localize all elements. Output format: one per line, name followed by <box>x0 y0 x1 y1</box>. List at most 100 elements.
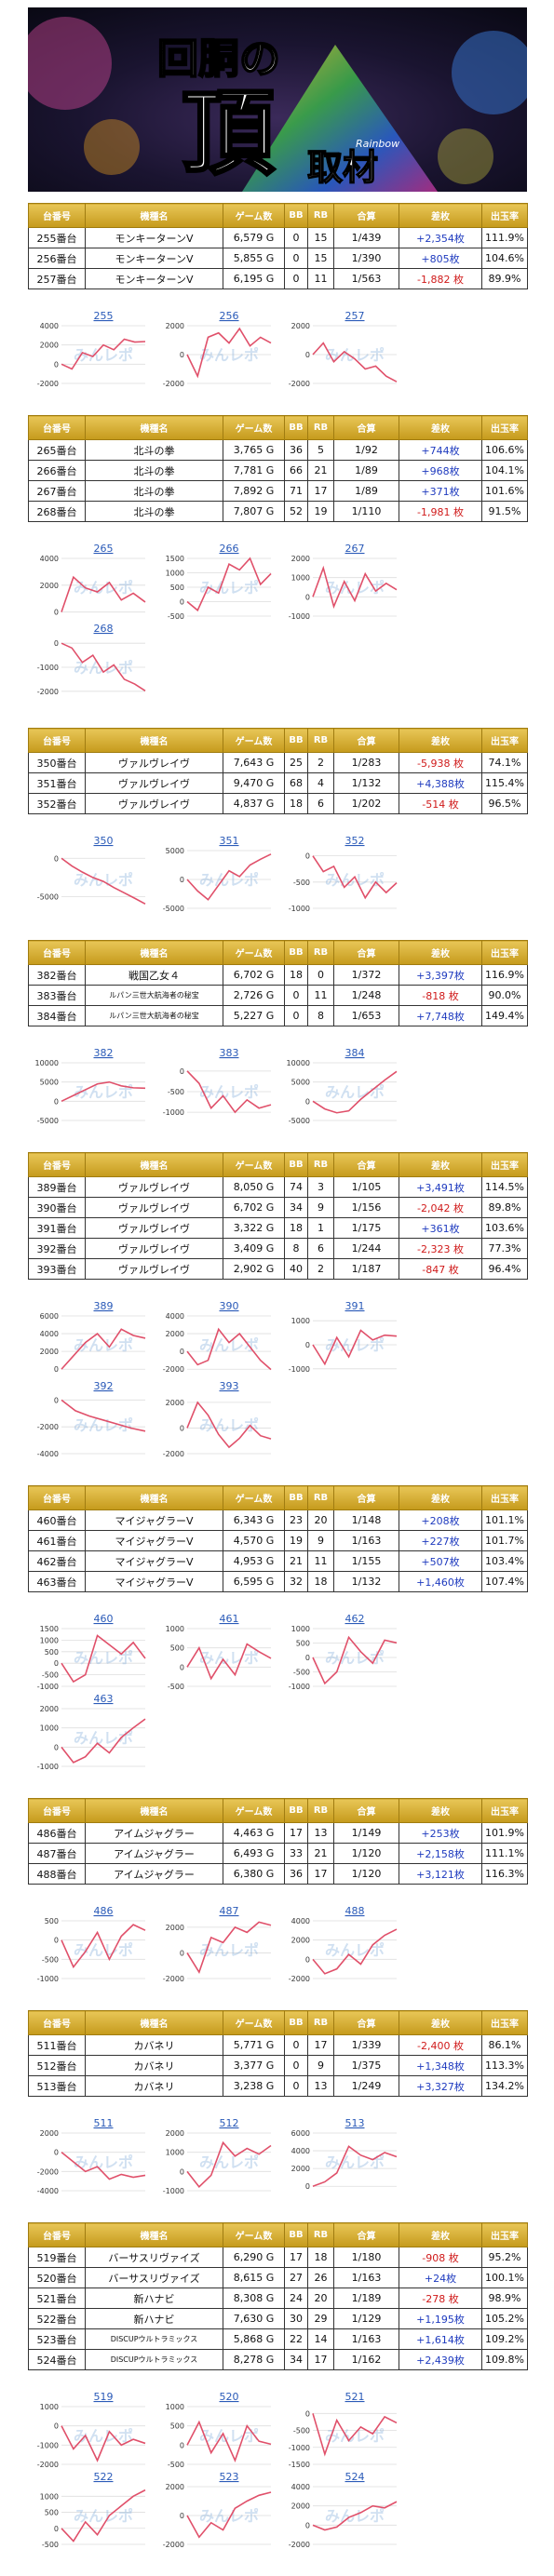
table-cell: 3,765 G <box>223 439 285 461</box>
column-header: 差枚 <box>399 2010 482 2035</box>
table-cell: +24枚 <box>399 2267 482 2288</box>
chart-label: 256 <box>220 310 239 322</box>
column-header: 台番号 <box>28 2010 86 2035</box>
column-header: 台番号 <box>28 203 86 228</box>
table-cell: 487番台 <box>28 1843 86 1864</box>
column-header: 機種名 <box>85 1152 223 1177</box>
column-header: 合算 <box>333 728 399 753</box>
table-cell: 17 <box>307 2349 334 2370</box>
header-row: 台番号 機種名 ゲーム数 BB RB 合算 差枚 出玉率 <box>28 1152 528 1177</box>
column-header: 差枚 <box>399 728 482 753</box>
table-cell: 52 <box>284 501 308 522</box>
header-row: 台番号 機種名 ゲーム数 BB RB 合算 差枚 出玉率 <box>28 1798 528 1823</box>
y-tick-label: 0 <box>54 609 59 617</box>
chart-label: 461 <box>220 1613 239 1625</box>
y-tick-label: -2000 <box>37 2461 59 2469</box>
column-header: BB <box>284 728 308 753</box>
table-cell: 6,493 G <box>223 1843 285 1864</box>
table-row: 267番台 北斗の拳 7,892 G 71 17 1/89 +371枚 101.6% <box>28 480 528 502</box>
table-cell: 5 <box>307 439 334 461</box>
table-cell: -908 枚 <box>399 2247 482 2268</box>
y-tick-label: 0 <box>180 1663 184 1671</box>
chart-label: 523 <box>220 2471 239 2483</box>
y-tick-label: 500 <box>170 1644 184 1653</box>
y-tick-label: -500 <box>293 1669 310 1677</box>
table-cell: 351番台 <box>28 772 86 794</box>
table-row: 257番台 モンキーターンV 6,195 G 0 11 1/563 -1,882 枚 89.9… <box>28 268 528 289</box>
y-tick-label: -2000 <box>163 380 184 388</box>
y-tick-label: 4000 <box>166 1312 184 1321</box>
table-cell: ヴァルヴレイヴ <box>85 1258 223 1280</box>
table-row: 393番台 ヴァルヴレイヴ 2,902 G 40 2 1/187 -847 枚 96.4% <box>28 1258 528 1280</box>
table-cell: +253枚 <box>399 1822 482 1844</box>
y-tick-label: 0 <box>54 639 59 648</box>
data-line <box>186 1327 272 1371</box>
table-row: 392番台 ヴァルヴレイヴ 3,409 G 8 6 1/244 -2,323 枚 77.3% <box>28 1238 528 1259</box>
y-tick-label: -1000 <box>289 1365 310 1374</box>
table-cell: -514 枚 <box>399 793 482 814</box>
y-tick-label: 6000 <box>40 1312 59 1321</box>
table-cell: -2,400 枚 <box>399 2034 482 2056</box>
table-row: 461番台 マイジャグラーV 4,570 G 19 9 1/163 +227枚 101.7% <box>28 1530 528 1551</box>
table-cell: 0 <box>284 2034 308 2056</box>
watermark: みんレポ <box>199 1336 259 1354</box>
data-line <box>61 1399 146 1432</box>
table-cell: 512番台 <box>28 2055 86 2076</box>
column-header: BB <box>284 940 308 965</box>
column-header: RB <box>307 2010 334 2035</box>
y-tick-label: 0 <box>180 1067 184 1076</box>
y-tick-label: 0 <box>180 2167 184 2176</box>
watermark: みんレポ <box>199 346 259 364</box>
table-cell: 0 <box>284 268 308 289</box>
table-cell: 111.9% <box>481 227 528 248</box>
data-line <box>186 853 272 901</box>
data-line <box>312 565 398 610</box>
table-row: 266番台 北斗の拳 7,781 G 66 21 1/89 +968枚 104.1% <box>28 460 528 481</box>
table-cell: ルパン三世大航海者の秘宝 <box>85 985 223 1006</box>
table-cell: 255番台 <box>28 227 86 248</box>
y-tick-label: -500 <box>42 1671 59 1680</box>
chart-label: 350 <box>94 835 114 847</box>
column-header: RB <box>307 2222 334 2247</box>
data-line <box>186 1070 272 1114</box>
y-tick-label: 0 <box>54 2525 59 2533</box>
y-tick-label: -2000 <box>289 380 310 388</box>
y-tick-label: -1500 <box>289 2461 310 2469</box>
chart-label: 389 <box>94 1300 114 1312</box>
table-cell: 265番台 <box>28 439 86 461</box>
table-cell: 1/163 <box>333 2267 399 2288</box>
table-cell: +208枚 <box>399 1509 482 1531</box>
chart-grid: 389 6000 4000 2000 0 みんレポ 390 4000 2000 0 -2000 みんレ… <box>28 1299 527 1459</box>
y-tick-label: 0 <box>180 2512 184 2520</box>
column-header: 機種名 <box>85 940 223 965</box>
y-tick-label: -4000 <box>37 1450 59 1458</box>
table-cell: 0 <box>284 248 308 269</box>
content: 台番号 機種名 ゲーム数 BB RB 合算 差枚 出玉率 255番台 モンキーターンV 6,579 … <box>28 203 528 2576</box>
y-tick-label: -1000 <box>37 1683 59 1691</box>
chart-label: 522 <box>94 2471 114 2483</box>
table-row: 255番台 モンキーターンV 6,579 G 0 15 1/439 +2,354枚 111.9… <box>28 227 528 248</box>
header-row: 台番号 機種名 ゲーム数 BB RB 合算 差枚 出玉率 <box>28 2010 528 2035</box>
data-line <box>312 1329 398 1366</box>
table-cell: 96.4% <box>481 1258 528 1280</box>
table-cell: 1/163 <box>333 2328 399 2350</box>
table-cell: 17 <box>284 2247 308 2268</box>
column-header: 出玉率 <box>481 2010 528 2035</box>
data-line <box>61 1718 146 1764</box>
table-cell: 1/120 <box>333 1843 399 1864</box>
y-tick-label: 500 <box>170 584 184 592</box>
table-cell: 104.6% <box>481 248 528 269</box>
table-cell: -278 枚 <box>399 2288 482 2309</box>
table-cell: 5,855 G <box>223 248 285 269</box>
watermark: みんレポ <box>74 2427 133 2445</box>
table-cell: 9,470 G <box>223 772 285 794</box>
table-row: 383番台 ルパン三世大航海者の秘宝 2,726 G 0 11 1/248 -818 枚 90… <box>28 985 528 1006</box>
y-tick-label: -1000 <box>163 2187 184 2195</box>
column-header: 出玉率 <box>481 728 528 753</box>
chart-grid: 511 2000 0 -2000 -4000 みんレポ 512 2000 1000 0 -1000 み… <box>28 2116 527 2196</box>
table-cell: 5,227 G <box>223 1005 285 1026</box>
table-cell: 18 <box>307 1571 334 1592</box>
data-line <box>312 2145 398 2187</box>
